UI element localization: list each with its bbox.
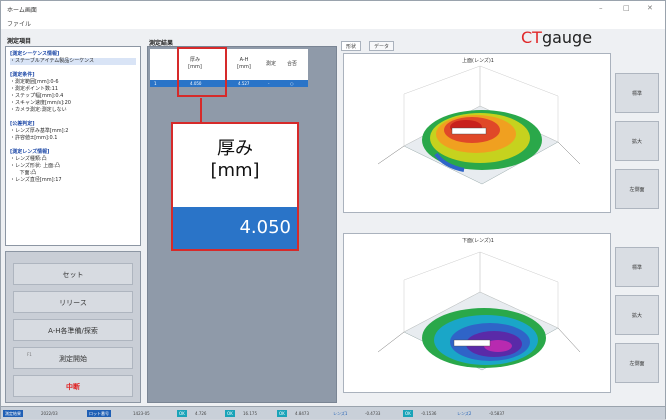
col-judge: 測定 — [265, 61, 276, 67]
group-lens-info: [測定レンズ情報] ・レンズ種類:凸 ・レンズ形状: 上面:凸 下面:凸 ・レン… — [10, 148, 136, 184]
callout-value: 4.050 — [173, 207, 297, 249]
cell-judge: - — [268, 81, 270, 86]
status-item: -0.5837 — [489, 411, 505, 416]
set-button[interactable]: セット — [13, 263, 133, 285]
measurement-items-panel: [測定シーケンス情報] ・ステーブルアイテム製品シーケンス [測定条件] ・測定… — [5, 46, 141, 246]
group-line: ・許容値±[mm]:0.1 — [10, 135, 58, 141]
cell-ok: ○ — [290, 81, 294, 86]
status-item: 2022/03 — [41, 411, 58, 416]
col-thickness: 厚み [mm] — [188, 57, 202, 70]
status-item: 4.726 — [195, 411, 207, 416]
menu-bar: ファイル — [1, 17, 665, 29]
group-line: ・レンズ種類:凸 — [10, 156, 47, 162]
status-badge: OK — [277, 410, 287, 417]
top-zoom-button[interactable]: 拡大 — [615, 121, 659, 161]
group-header: [測定シーケンス情報] — [10, 51, 60, 57]
status-item: ロット番号 — [87, 410, 111, 417]
bottom-surface-plot: 下面(レンズ)1 — [343, 233, 611, 393]
bottom-left-side-button[interactable]: 左側面 — [615, 343, 659, 383]
start-shortcut-note: F1 — [27, 352, 32, 357]
callout-label-line1: 厚み — [217, 138, 253, 159]
group-line: ・カメラ測定:測定しない — [10, 107, 67, 113]
logo-gauge: gauge — [541, 28, 593, 47]
top-standard-view-button[interactable]: 標準 — [615, 73, 659, 113]
bottom-standard-view-button[interactable]: 標準 — [615, 247, 659, 287]
status-bar: 測定結果 2022/03 ロット番号 1423-05 OK 4.726 OK 1… — [1, 406, 665, 419]
status-item: レンズ2 — [457, 411, 472, 416]
group-conditions: [測定条件] ・測定範囲[mm]:0-6 ・測定ポイント数:11 ・ステップ幅[… — [10, 71, 136, 114]
thickness-highlight-box — [177, 47, 227, 97]
group-line: ・ステーブルアイテム製品シーケンス — [10, 58, 136, 65]
menu-file[interactable]: ファイル — [7, 21, 32, 28]
top-plot-title: 上面(レンズ)1 — [462, 58, 494, 64]
group-line: ・スキャン速度[mm/s]:20 — [10, 100, 71, 106]
maximize-button[interactable]: □ — [623, 4, 630, 12]
top-left-side-button[interactable]: 左側面 — [615, 169, 659, 209]
release-button[interactable]: リリース — [13, 291, 133, 313]
group-header: [測定条件] — [10, 72, 35, 78]
status-item: 1423-05 — [133, 411, 150, 416]
thickness-callout: 厚み [mm] 4.050 — [171, 122, 299, 251]
group-sequence: [測定シーケンス情報] ・ステーブルアイテム製品シーケンス — [10, 50, 136, 65]
tab-data[interactable]: データ — [369, 41, 395, 51]
group-line: 下面:凸 — [10, 170, 37, 176]
top-surface-graphic — [377, 65, 581, 185]
bottom-plot-title: 下面(レンズ)1 — [462, 238, 494, 244]
group-line: ・測定ポイント数:11 — [10, 86, 59, 92]
status-item: -0.1536 — [421, 411, 437, 416]
status-item: レンズ1 — [333, 411, 348, 416]
group-header: [測定レンズ情報] — [10, 149, 50, 155]
logo-ct: CT — [521, 28, 542, 47]
results-title: 測定結果 — [149, 40, 174, 47]
minimize-button[interactable]: – — [599, 4, 603, 12]
group-line: ・ステップ幅[mm]:0.4 — [10, 93, 64, 99]
callout-label-line2: [mm] — [210, 160, 260, 181]
status-item: 16.175 — [243, 411, 257, 416]
status-item: 測定結果 — [3, 410, 23, 417]
top-surface-plot: 上面(レンズ)1 — [343, 53, 611, 213]
close-button[interactable]: ✕ — [647, 4, 653, 12]
status-item: -0.4733 — [365, 411, 381, 416]
group-line: ・レンズ厚み基準[mm]:2 — [10, 128, 69, 134]
start-measure-button[interactable]: 測定開始 — [13, 347, 133, 369]
callout-label: 厚み [mm] — [173, 138, 297, 182]
table-row[interactable]: 1 4.050 4.527 - ○ — [150, 80, 308, 87]
status-badge: OK — [177, 410, 187, 417]
group-line: ・レンズ直径[mm]:17 — [10, 177, 62, 183]
col-ah: A-H [mm] — [237, 57, 251, 70]
title-bar: ホーム画面 – □ ✕ — [1, 1, 665, 17]
bottom-zoom-button[interactable]: 拡大 — [615, 295, 659, 335]
status-badge: OK — [225, 410, 235, 417]
stop-button[interactable]: 中断 — [13, 375, 133, 397]
cell-thickness: 4.050 — [190, 81, 202, 86]
cell-no: 1 — [154, 81, 157, 86]
col-ok: 合否 — [286, 61, 297, 67]
group-line: ・測定範囲[mm]:0-6 — [10, 79, 59, 85]
cell-ah: 4.527 — [238, 81, 250, 86]
results-table: 厚み [mm] A-H [mm] 測定 合否 1 4.050 4.527 - ○ — [150, 49, 308, 87]
window-title: ホーム画面 — [7, 7, 37, 14]
group-line: ・レンズ形状: 上面:凸 — [10, 163, 60, 169]
tab-shape[interactable]: 形状 — [341, 41, 362, 51]
bottom-surface-graphic — [377, 251, 581, 371]
group-header: [公差判定] — [10, 121, 35, 127]
status-item: 4.8473 — [295, 411, 309, 416]
origin-search-button[interactable]: A-H各準備/探索 — [13, 319, 133, 341]
status-badge: OK — [403, 410, 413, 417]
measurement-items-title: 測定項目 — [7, 38, 32, 45]
group-tolerance: [公差判定] ・レンズ厚み基準[mm]:2 ・許容値±[mm]:0.1 — [10, 120, 136, 142]
results-panel: 厚み [mm] A-H [mm] 測定 合否 1 4.050 4.527 - ○ — [147, 46, 337, 403]
ctgauge-logo: CTgauge — [521, 28, 592, 47]
